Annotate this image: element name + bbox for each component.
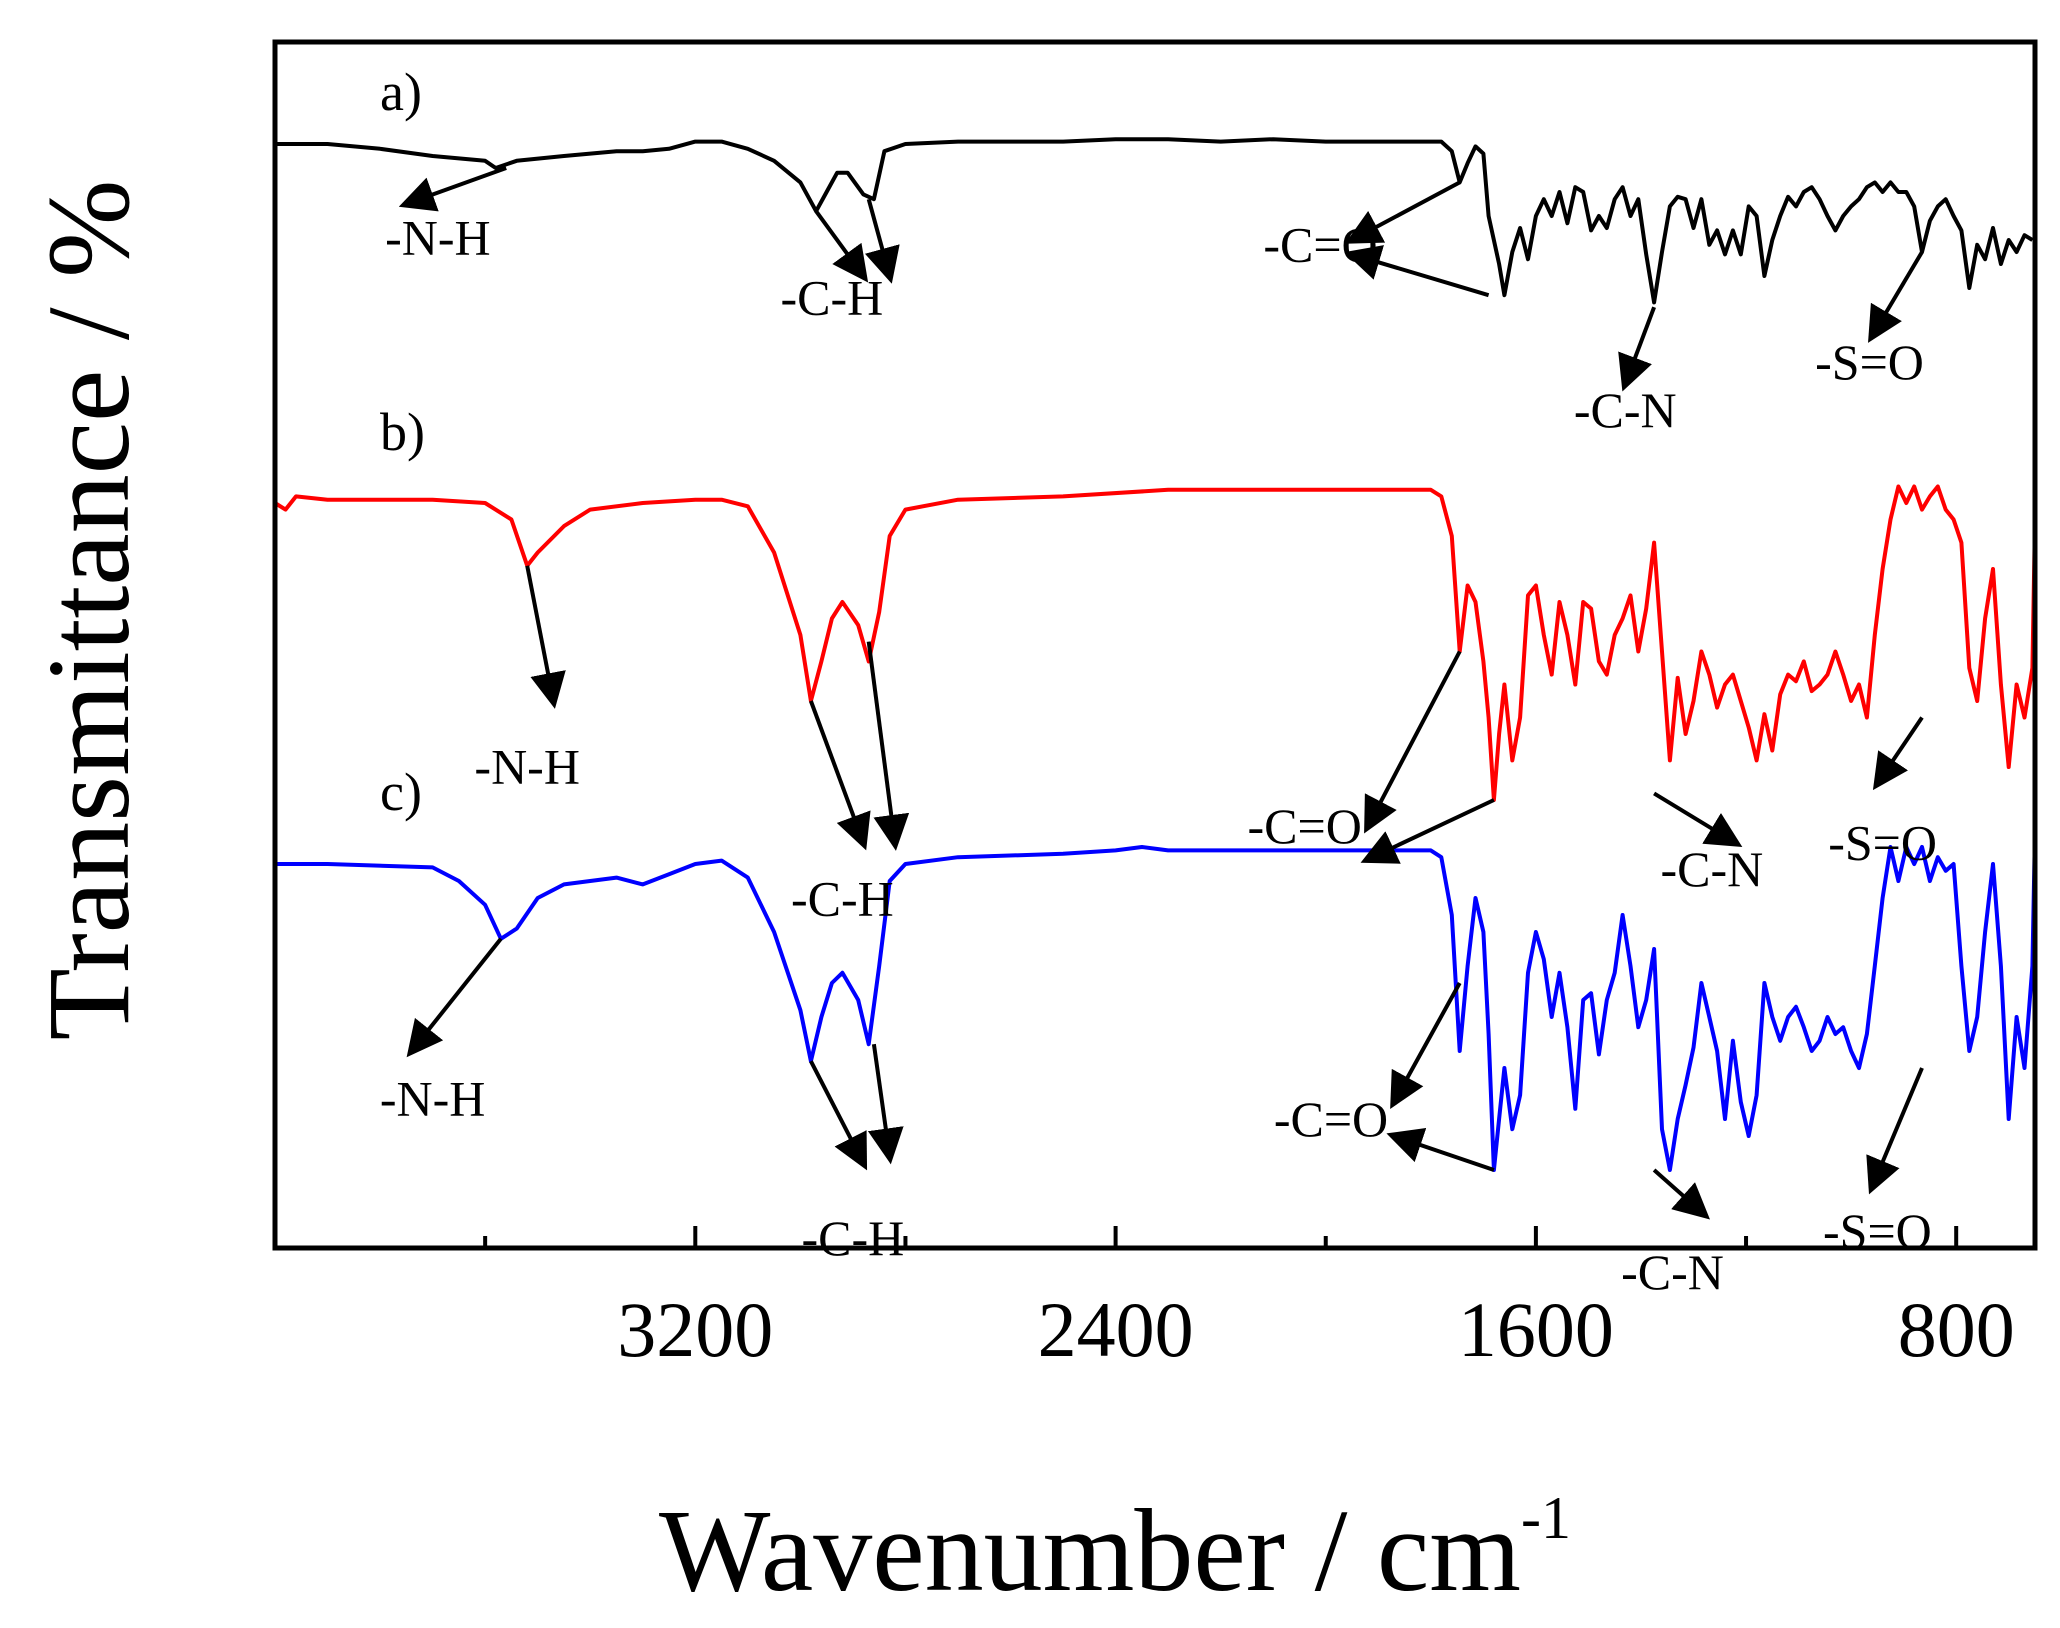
- x-tick-label: 1600: [1458, 1286, 1614, 1373]
- series-layer: a) b) c): [273, 62, 2037, 1172]
- y-axis-title: Transmittance / %: [23, 180, 154, 1041]
- series-label-c: c): [380, 762, 422, 822]
- annotation-label: -C-N: [1621, 1244, 1724, 1300]
- annotation-label: -S=O: [1823, 1203, 1932, 1259]
- annotation-arrow: [1653, 791, 1743, 848]
- series-line-a: [275, 137, 2034, 305]
- x-axis-title-main: Wavenumber / cm: [659, 1485, 1521, 1616]
- annotation-arrow: [1364, 650, 1462, 834]
- annotation-arrow: [1344, 180, 1461, 244]
- annotation-arrow: [1360, 798, 1495, 864]
- annotation-label: -C-H: [791, 871, 894, 927]
- x-axis-ticks: 3200 2400 1600 800: [483, 1226, 2015, 1373]
- annotation-arrow: [1390, 982, 1462, 1110]
- annotation-label: -S=O: [1815, 334, 1924, 390]
- annotation-arrow: [814, 210, 869, 283]
- annotation-label: -C-H: [781, 269, 884, 325]
- annotation-label: -C=O: [1248, 798, 1362, 854]
- annotation-arrow: [864, 198, 900, 284]
- series-label-b: b): [380, 402, 425, 462]
- annotation-arrow: [1866, 1067, 1924, 1195]
- plot-frame: [272, 39, 2038, 1251]
- annotation-arrow: [867, 1043, 904, 1165]
- annotation-layer: -N-H -C-H -C=O -C-N -S=O -N-H -C-H -C=O -C-N -S=O…: [380, 166, 1937, 1300]
- annotation-label: -S=O: [1828, 814, 1937, 870]
- series-line-b: [273, 484, 2037, 802]
- annotation-arrow: [866, 641, 910, 851]
- annotation-label: -N-H: [474, 739, 580, 795]
- annotation-arrow: [1868, 250, 1924, 343]
- x-tick-label: 3200: [617, 1286, 773, 1373]
- series-label-a: a): [380, 62, 422, 122]
- x-tick-label: 800: [1898, 1286, 2015, 1373]
- annotation-label: -C-N: [1661, 841, 1764, 897]
- annotation-arrow: [809, 1060, 868, 1171]
- annotation-arrow: [809, 700, 871, 851]
- x-axis-title: Wavenumber / cm-1: [659, 1485, 1571, 1616]
- annotation-label: -N-H: [380, 1071, 486, 1127]
- series-line-c: [275, 829, 2037, 1172]
- annotation-label: -C=O: [1274, 1091, 1388, 1147]
- annotation-label: -C-H: [802, 1210, 905, 1266]
- annotation-label: -C-N: [1574, 382, 1677, 438]
- annotation-label: -N-H: [385, 209, 491, 265]
- annotation-arrow: [525, 565, 566, 709]
- annotation-arrow: [1344, 245, 1490, 298]
- annotation-label: -C=O: [1263, 217, 1377, 273]
- annotation-arrow: [1618, 306, 1656, 392]
- x-tick-label: 2400: [1038, 1286, 1194, 1373]
- annotation-arrow: [398, 166, 507, 212]
- annotation-arrow: [1872, 716, 1924, 791]
- annotation-arrow: [1386, 1127, 1495, 1172]
- annotation-arrow: [1652, 1168, 1710, 1220]
- annotation-arrow: [406, 937, 503, 1058]
- x-axis-title-superscript: -1: [1521, 1485, 1571, 1551]
